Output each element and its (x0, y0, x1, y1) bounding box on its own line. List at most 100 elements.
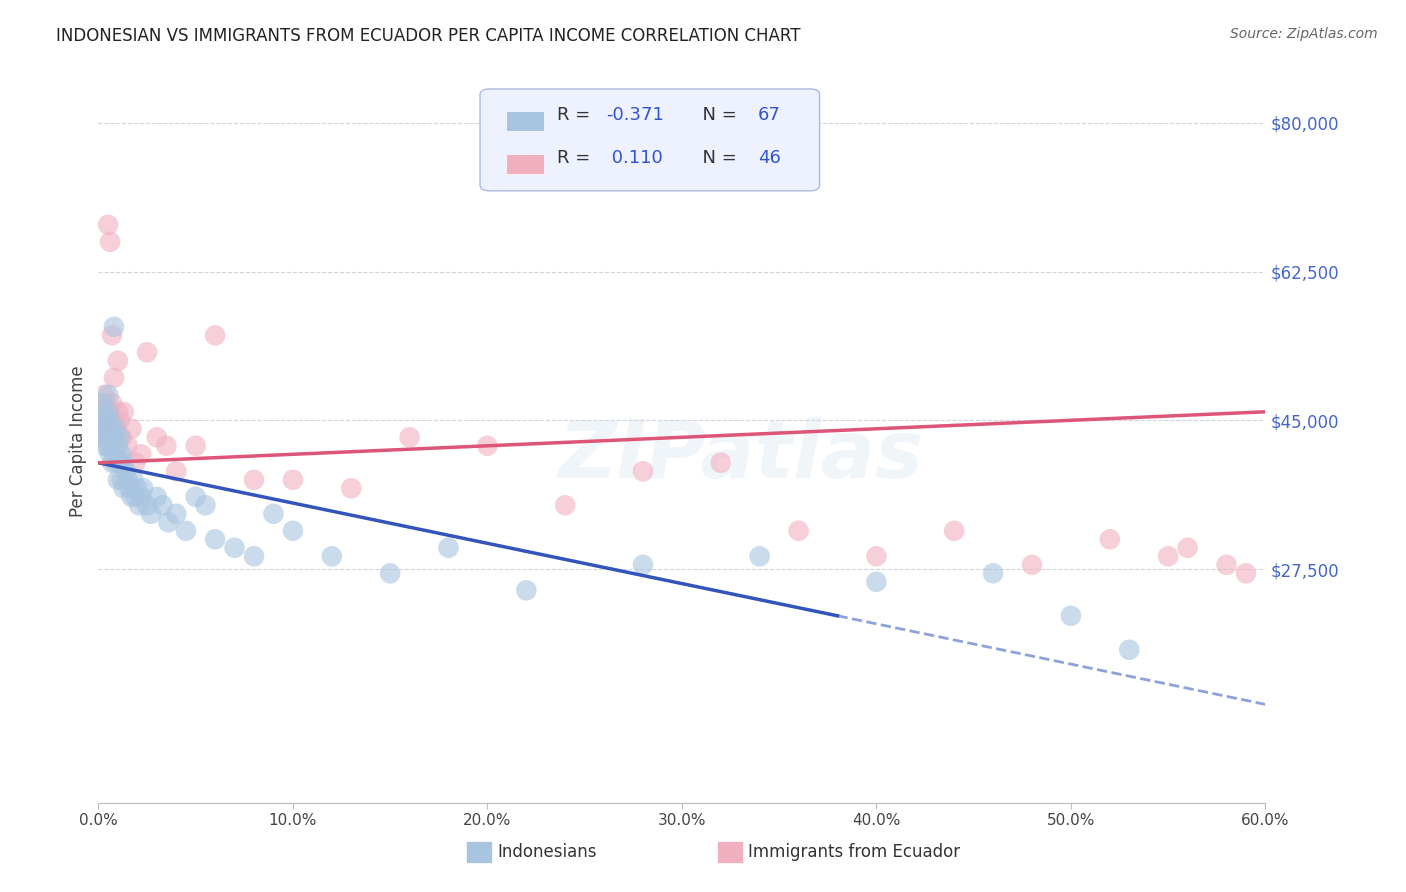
Point (1098, 533, 1121, 547)
Point (281, 524, 304, 538)
Point (96, 413, 118, 427)
Point (103, 319, 125, 334)
Point (1021, 558, 1043, 572)
Point (117, 473, 139, 487)
Point (224, 541, 246, 555)
Point (155, 439, 177, 453)
FancyBboxPatch shape (506, 111, 544, 131)
Point (107, 405, 129, 419)
FancyBboxPatch shape (506, 154, 544, 174)
Text: INDONESIAN VS IMMIGRANTS FROM ECUADOR PER CAPITA INCOME CORRELATION CHART: INDONESIAN VS IMMIGRANTS FROM ECUADOR PE… (56, 27, 801, 45)
Point (243, 549, 266, 564)
Point (631, 464, 654, 478)
Text: Indonesians: Indonesians (498, 843, 598, 861)
Point (104, 456, 127, 470)
Point (97, 422, 120, 436)
Point (184, 490, 207, 504)
Text: 0.110: 0.110 (606, 149, 662, 168)
Point (91, 396, 114, 410)
Point (943, 524, 966, 538)
Point (112, 405, 135, 419)
FancyBboxPatch shape (479, 89, 820, 191)
Point (97, 405, 120, 419)
Point (101, 456, 124, 470)
Point (243, 473, 266, 487)
Point (157, 516, 180, 530)
Point (380, 566, 402, 581)
Point (112, 481, 135, 495)
Point (122, 473, 145, 487)
Point (165, 464, 187, 478)
Point (89, 422, 111, 436)
Point (96, 430, 118, 444)
Point (93, 388, 115, 402)
Point (93, 413, 115, 427)
Point (340, 481, 363, 495)
Point (108, 456, 131, 470)
Point (136, 498, 159, 512)
Text: Immigrants from Ecuador: Immigrants from Ecuador (748, 843, 960, 861)
Point (117, 439, 139, 453)
Point (1060, 608, 1083, 623)
Point (103, 371, 125, 385)
Point (97, 218, 120, 232)
Point (121, 490, 143, 504)
Point (398, 430, 420, 444)
Point (204, 533, 226, 547)
Point (281, 473, 304, 487)
Point (174, 524, 197, 538)
Point (132, 481, 155, 495)
Point (103, 430, 125, 444)
Point (124, 490, 146, 504)
Point (104, 422, 127, 436)
Point (89, 430, 111, 444)
Point (515, 583, 537, 598)
Point (1157, 549, 1180, 564)
Point (321, 549, 343, 564)
Point (477, 439, 499, 453)
Point (981, 566, 1004, 581)
Point (146, 430, 169, 444)
Point (93, 439, 115, 453)
Point (129, 447, 152, 461)
Point (112, 456, 135, 470)
Point (1215, 558, 1237, 572)
Point (107, 473, 129, 487)
Point (114, 464, 136, 478)
Point (98, 413, 121, 427)
Point (1177, 541, 1199, 555)
Point (97, 388, 120, 402)
Point (91, 413, 114, 427)
Text: 67: 67 (758, 106, 780, 124)
Point (108, 413, 131, 427)
Point (104, 422, 127, 436)
Point (101, 396, 124, 410)
Point (1118, 642, 1140, 657)
Text: -0.371: -0.371 (606, 106, 664, 124)
Text: 46: 46 (758, 149, 780, 168)
Point (98, 430, 121, 444)
Point (865, 549, 887, 564)
Text: N =: N = (692, 106, 742, 124)
Point (437, 541, 460, 555)
Point (748, 549, 770, 564)
Point (93, 405, 115, 419)
Point (111, 447, 134, 461)
Point (165, 507, 187, 521)
Point (121, 422, 143, 436)
Point (262, 507, 284, 521)
Point (118, 481, 141, 495)
Point (136, 345, 159, 359)
FancyBboxPatch shape (465, 841, 492, 863)
Point (124, 456, 146, 470)
Point (96, 430, 118, 444)
Point (554, 498, 576, 512)
Point (152, 498, 174, 512)
Point (631, 558, 654, 572)
Point (101, 430, 124, 444)
Point (108, 430, 131, 444)
Point (128, 498, 150, 512)
Y-axis label: Per Capita Income: Per Capita Income (69, 366, 87, 517)
Text: Source: ZipAtlas.com: Source: ZipAtlas.com (1230, 27, 1378, 41)
Point (98, 447, 121, 461)
